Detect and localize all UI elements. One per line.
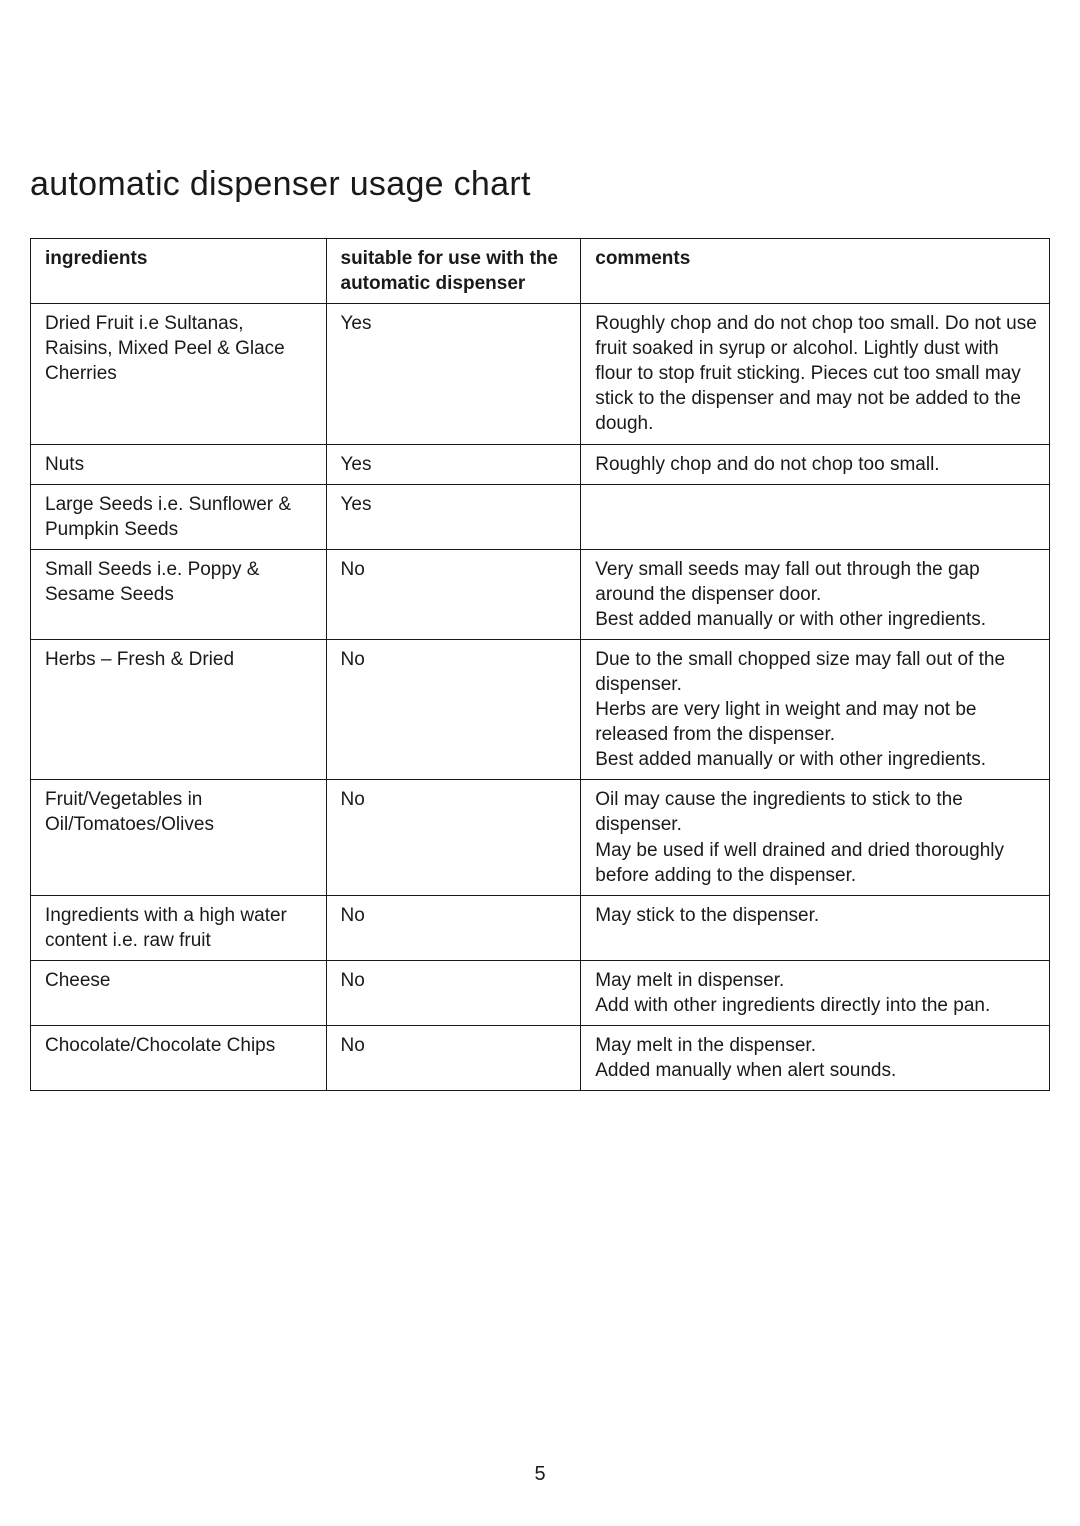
- cell-ingredient: Chocolate/Chocolate Chips: [31, 1026, 327, 1091]
- comment-line: Oil may cause the ingredients to stick t…: [595, 787, 1039, 837]
- comment-line: Add with other ingredients directly into…: [595, 993, 1039, 1018]
- comment-line: Added manually when alert sounds.: [595, 1058, 1039, 1083]
- cell-ingredient: Nuts: [31, 444, 327, 484]
- comment-line: Very small seeds may fall out through th…: [595, 557, 1039, 607]
- cell-suitable: No: [326, 960, 581, 1025]
- cell-suitable: No: [326, 895, 581, 960]
- table-row: Chocolate/Chocolate Chips No May melt in…: [31, 1026, 1050, 1091]
- header-ingredients: ingredients: [31, 239, 327, 304]
- comment-line: Due to the small chopped size may fall o…: [595, 647, 1039, 697]
- comment-line: Herbs are very light in weight and may n…: [595, 697, 1039, 747]
- table-row: Dried Fruit i.e Sultanas, Raisins, Mixed…: [31, 304, 1050, 444]
- cell-ingredient: Fruit/Vegetables in Oil/Tomatoes/Olives: [31, 780, 327, 895]
- table-row: Ingredients with a high water content i.…: [31, 895, 1050, 960]
- cell-ingredient: Ingredients with a high water content i.…: [31, 895, 327, 960]
- cell-suitable: No: [326, 1026, 581, 1091]
- comment-line: May be used if well drained and dried th…: [595, 838, 1039, 888]
- cell-comments: Oil may cause the ingredients to stick t…: [581, 780, 1050, 895]
- table-row: Small Seeds i.e. Poppy & Sesame Seeds No…: [31, 549, 1050, 639]
- page-title: automatic dispenser usage chart: [30, 165, 1050, 204]
- cell-suitable: Yes: [326, 444, 581, 484]
- cell-comments: Due to the small chopped size may fall o…: [581, 640, 1050, 780]
- cell-comments: Roughly chop and do not chop too small.: [581, 444, 1050, 484]
- cell-suitable: No: [326, 549, 581, 639]
- table-row: Nuts Yes Roughly chop and do not chop to…: [31, 444, 1050, 484]
- cell-ingredient: Large Seeds i.e. Sunflower & Pumpkin See…: [31, 484, 327, 549]
- table-row: Fruit/Vegetables in Oil/Tomatoes/Olives …: [31, 780, 1050, 895]
- table-row: Herbs – Fresh & Dried No Due to the smal…: [31, 640, 1050, 780]
- cell-comments: May stick to the dispenser.: [581, 895, 1050, 960]
- comment-line: Best added manually or with other ingred…: [595, 747, 1039, 772]
- cell-suitable: No: [326, 640, 581, 780]
- table-row: Large Seeds i.e. Sunflower & Pumpkin See…: [31, 484, 1050, 549]
- cell-suitable: Yes: [326, 304, 581, 444]
- cell-comments: May melt in dispenser. Add with other in…: [581, 960, 1050, 1025]
- cell-suitable: Yes: [326, 484, 581, 549]
- cell-comments: Very small seeds may fall out through th…: [581, 549, 1050, 639]
- cell-comments: [581, 484, 1050, 549]
- table-header-row: ingredients suitable for use with the au…: [31, 239, 1050, 304]
- comment-line: May melt in the dispenser.: [595, 1033, 1039, 1058]
- cell-ingredient: Small Seeds i.e. Poppy & Sesame Seeds: [31, 549, 327, 639]
- table-row: Cheese No May melt in dispenser. Add wit…: [31, 960, 1050, 1025]
- cell-comments: May melt in the dispenser. Added manuall…: [581, 1026, 1050, 1091]
- cell-comments: Roughly chop and do not chop too small. …: [581, 304, 1050, 444]
- page-number: 5: [0, 1463, 1080, 1486]
- comment-line: Best added manually or with other ingred…: [595, 607, 1039, 632]
- cell-suitable: No: [326, 780, 581, 895]
- header-comments: comments: [581, 239, 1050, 304]
- document-page: automatic dispenser usage chart ingredie…: [0, 0, 1080, 1526]
- cell-ingredient: Cheese: [31, 960, 327, 1025]
- cell-ingredient: Herbs – Fresh & Dried: [31, 640, 327, 780]
- comment-line: May melt in dispenser.: [595, 968, 1039, 993]
- header-suitable: suitable for use with the automatic disp…: [326, 239, 581, 304]
- dispenser-table: ingredients suitable for use with the au…: [30, 238, 1050, 1091]
- cell-ingredient: Dried Fruit i.e Sultanas, Raisins, Mixed…: [31, 304, 327, 444]
